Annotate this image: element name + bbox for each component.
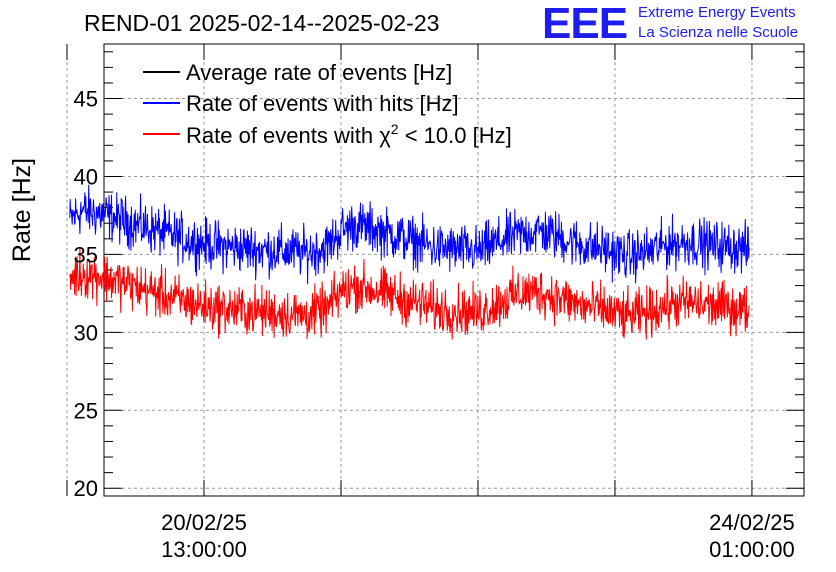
series-line-hits — [69, 184, 750, 285]
chart-title: REND-01 2025-02-14--2025-02-23 — [84, 10, 440, 36]
x-tick-label-time: 01:00:00 — [709, 537, 795, 562]
eee-logo: EEE — [542, 0, 628, 48]
legend-label-average: Average rate of events [Hz] — [186, 60, 452, 85]
y-tick-label: 35 — [74, 242, 98, 267]
series-layer — [69, 184, 750, 340]
y-tick-label: 45 — [74, 87, 98, 112]
legend-label-chi2: Rate of events with χ2 < 10.0 [Hz] — [186, 121, 512, 148]
x-tick-label-date: 24/02/25 — [709, 510, 795, 535]
y-axis-label: Rate [Hz] — [8, 158, 36, 262]
series-line-chi2 — [69, 248, 750, 340]
y-tick-labels: 20 25 30 35 40 45 — [74, 87, 98, 502]
legend-label-hits: Rate of events with hits [Hz] — [186, 91, 459, 116]
y-tick-label: 40 — [74, 164, 98, 189]
y-tick-label: 25 — [74, 398, 98, 423]
logo-caption-line1: Extreme Energy Events — [638, 4, 796, 21]
x-tick-label-time: 13:00:00 — [161, 537, 247, 562]
logo-caption-line2: La Scienza nelle Scuole — [638, 24, 799, 41]
axis-ticks — [66, 44, 804, 496]
x-tick-label-date: 20/02/25 — [161, 510, 247, 535]
legend: Average rate of events [Hz] Rate of even… — [143, 60, 512, 148]
y-tick-label: 20 — [74, 476, 98, 501]
y-tick-label: 30 — [74, 320, 98, 345]
